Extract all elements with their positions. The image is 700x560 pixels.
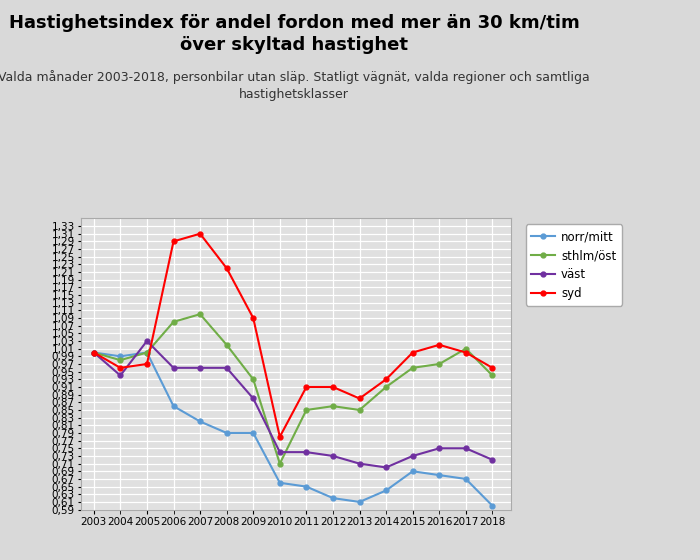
norr/mitt xyxy=(329,494,337,501)
norr/mitt xyxy=(409,468,417,475)
sthlm/öst xyxy=(435,361,444,367)
sthlm/öst xyxy=(409,365,417,371)
sthlm/öst xyxy=(488,372,496,379)
väst xyxy=(356,460,364,467)
syd xyxy=(223,265,231,272)
Text: Hastighetsindex för andel fordon med mer än 30 km/tim
över skyltad hastighet: Hastighetsindex för andel fordon med mer… xyxy=(8,14,580,54)
syd xyxy=(196,230,204,237)
väst xyxy=(143,338,151,344)
sthlm/öst xyxy=(382,384,391,390)
sthlm/öst xyxy=(223,342,231,348)
Line: syd: syd xyxy=(92,231,495,439)
syd xyxy=(329,384,337,390)
sthlm/öst xyxy=(249,376,258,382)
syd xyxy=(409,349,417,356)
norr/mitt xyxy=(196,418,204,425)
syd xyxy=(276,433,284,440)
väst xyxy=(302,449,311,455)
syd xyxy=(302,384,311,390)
norr/mitt xyxy=(488,502,496,509)
syd xyxy=(488,365,496,371)
väst xyxy=(90,349,98,356)
sthlm/öst xyxy=(169,319,178,325)
norr/mitt xyxy=(356,498,364,505)
sthlm/öst xyxy=(90,349,98,356)
väst xyxy=(329,452,337,459)
Line: sthlm/öst: sthlm/öst xyxy=(92,312,495,466)
syd xyxy=(435,342,444,348)
norr/mitt xyxy=(249,430,258,436)
syd xyxy=(461,349,470,356)
sthlm/öst xyxy=(329,403,337,409)
norr/mitt xyxy=(116,353,125,360)
väst xyxy=(249,395,258,402)
syd xyxy=(382,376,391,382)
väst xyxy=(276,449,284,455)
syd xyxy=(143,361,151,367)
väst xyxy=(435,445,444,452)
sthlm/öst xyxy=(196,311,204,318)
väst xyxy=(382,464,391,471)
väst xyxy=(488,456,496,463)
väst xyxy=(461,445,470,452)
norr/mitt xyxy=(461,475,470,482)
syd xyxy=(356,395,364,402)
norr/mitt xyxy=(90,349,98,356)
norr/mitt xyxy=(223,430,231,436)
sthlm/öst xyxy=(116,357,125,363)
sthlm/öst xyxy=(143,349,151,356)
sthlm/öst xyxy=(461,346,470,352)
väst xyxy=(169,365,178,371)
norr/mitt xyxy=(435,472,444,478)
norr/mitt xyxy=(169,403,178,409)
syd xyxy=(249,315,258,321)
väst xyxy=(196,365,204,371)
norr/mitt xyxy=(382,487,391,494)
norr/mitt xyxy=(276,479,284,486)
norr/mitt xyxy=(302,483,311,490)
syd xyxy=(169,238,178,245)
sthlm/öst xyxy=(302,407,311,413)
väst xyxy=(409,452,417,459)
Text: Valda månader 2003-2018, personbilar utan släp. Statligt vägnät, valda regioner : Valda månader 2003-2018, personbilar uta… xyxy=(0,70,590,101)
Line: norr/mitt: norr/mitt xyxy=(92,350,495,508)
Legend: norr/mitt, sthlm/öst, väst, syd: norr/mitt, sthlm/öst, väst, syd xyxy=(526,225,622,306)
sthlm/öst xyxy=(356,407,364,413)
syd xyxy=(116,365,125,371)
väst xyxy=(223,365,231,371)
syd xyxy=(90,349,98,356)
väst xyxy=(116,372,125,379)
norr/mitt xyxy=(143,349,151,356)
Line: väst: väst xyxy=(92,339,495,470)
sthlm/öst xyxy=(276,460,284,467)
